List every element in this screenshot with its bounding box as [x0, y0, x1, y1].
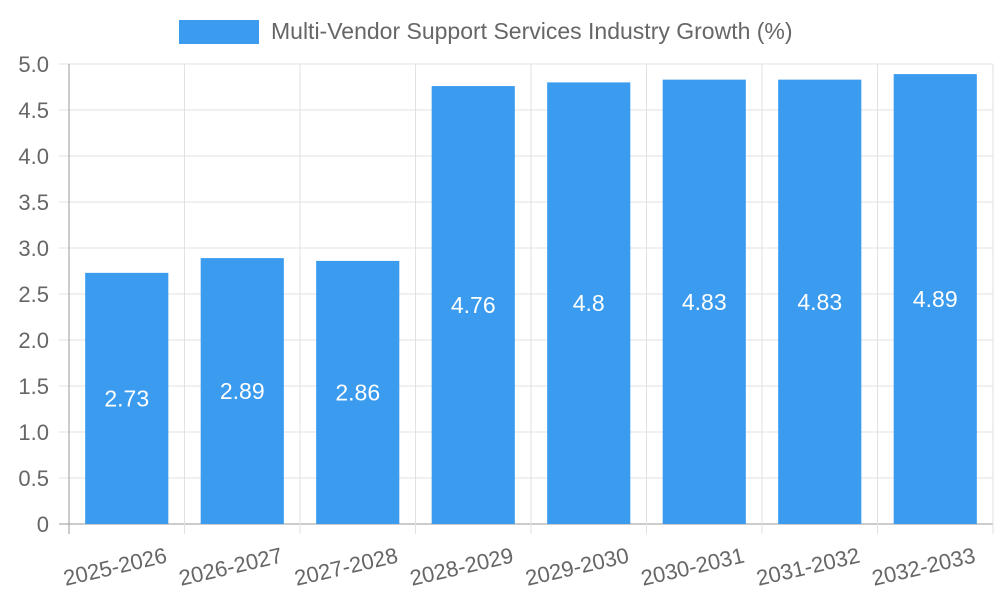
y-tick-label: 2.0	[18, 328, 49, 353]
bar[interactable]	[200, 258, 284, 524]
x-tick-label: 2025-2026	[61, 543, 169, 591]
x-tick-label: 2029-2030	[523, 543, 631, 591]
y-tick-label: 4.0	[18, 144, 49, 169]
y-tick-label: 1.5	[18, 374, 49, 399]
y-tick-label: 0.5	[18, 466, 49, 491]
bar-data-label: 4.83	[682, 289, 727, 315]
bar-data-label: 4.8	[573, 290, 605, 316]
x-tick-label: 2027-2028	[292, 543, 400, 591]
bar-data-label: 2.73	[104, 385, 149, 411]
x-tick-label: 2028-2029	[407, 543, 515, 591]
y-tick-label: 1.0	[18, 420, 49, 445]
bar[interactable]	[778, 79, 862, 524]
y-tick-label: 0	[37, 512, 49, 537]
y-tick-label: 2.5	[18, 282, 49, 307]
x-tick-label: 2026-2027	[176, 543, 284, 591]
x-tick-label: 2032-2033	[869, 543, 977, 591]
y-tick-label: 5.0	[18, 52, 49, 77]
x-tick-label: 2030-2031	[638, 543, 746, 591]
bar-data-label: 2.86	[335, 379, 380, 405]
bar[interactable]	[431, 86, 515, 524]
bar[interactable]	[316, 260, 400, 524]
bar[interactable]	[547, 82, 631, 525]
bar-data-label: 4.83	[797, 289, 842, 315]
legend-label: Multi-Vendor Support Services Industry G…	[271, 18, 793, 44]
y-tick-label: 3.0	[18, 236, 49, 261]
bar[interactable]	[662, 79, 746, 524]
legend-swatch	[179, 20, 259, 44]
legend[interactable]: Multi-Vendor Support Services Industry G…	[179, 18, 793, 44]
bar-data-label: 4.89	[913, 286, 958, 312]
bars: 2.73 2.89 2.86 4.76 4.8 4.83 4.83 4.89	[85, 74, 977, 525]
x-tick-label: 2031-2032	[754, 543, 862, 591]
bar-data-label: 4.76	[451, 292, 496, 318]
y-tick-label: 4.5	[18, 98, 49, 123]
bar[interactable]	[893, 74, 977, 525]
y-tick-label: 3.5	[18, 190, 49, 215]
bar[interactable]	[85, 272, 169, 524]
bar-data-label: 2.89	[220, 378, 265, 404]
